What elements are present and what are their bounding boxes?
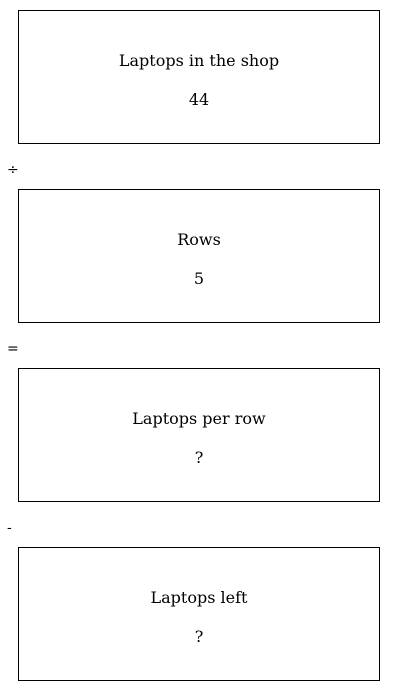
- operator-equals: =: [7, 341, 19, 357]
- box-rows: Rows 5: [18, 189, 380, 323]
- operator-minus: -: [7, 520, 12, 536]
- box-label: Rows: [177, 230, 221, 249]
- box-laptops-left: Laptops left ?: [18, 547, 380, 681]
- operator-divide: ÷: [7, 162, 19, 178]
- box-label: Laptops per row: [132, 409, 266, 428]
- box-value: 5: [193, 269, 205, 288]
- box-laptops-per-row: Laptops per row ?: [18, 368, 380, 502]
- box-value: 44: [188, 90, 210, 109]
- box-value: ?: [194, 627, 204, 646]
- box-label: Laptops left: [150, 588, 248, 607]
- box-value: ?: [194, 448, 204, 467]
- box-label: Laptops in the shop: [118, 51, 280, 70]
- box-laptops-in-shop: Laptops in the shop 44: [18, 10, 380, 144]
